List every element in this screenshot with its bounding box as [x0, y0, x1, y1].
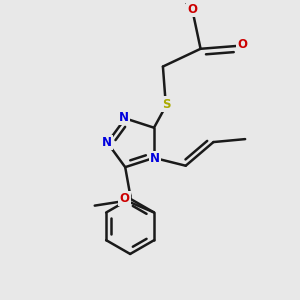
Text: N: N [101, 136, 111, 149]
Text: S: S [162, 98, 170, 110]
Text: N: N [150, 152, 160, 165]
Text: O: O [119, 192, 130, 205]
Text: O: O [188, 3, 198, 16]
Text: N: N [119, 111, 129, 124]
Text: O: O [237, 38, 247, 51]
